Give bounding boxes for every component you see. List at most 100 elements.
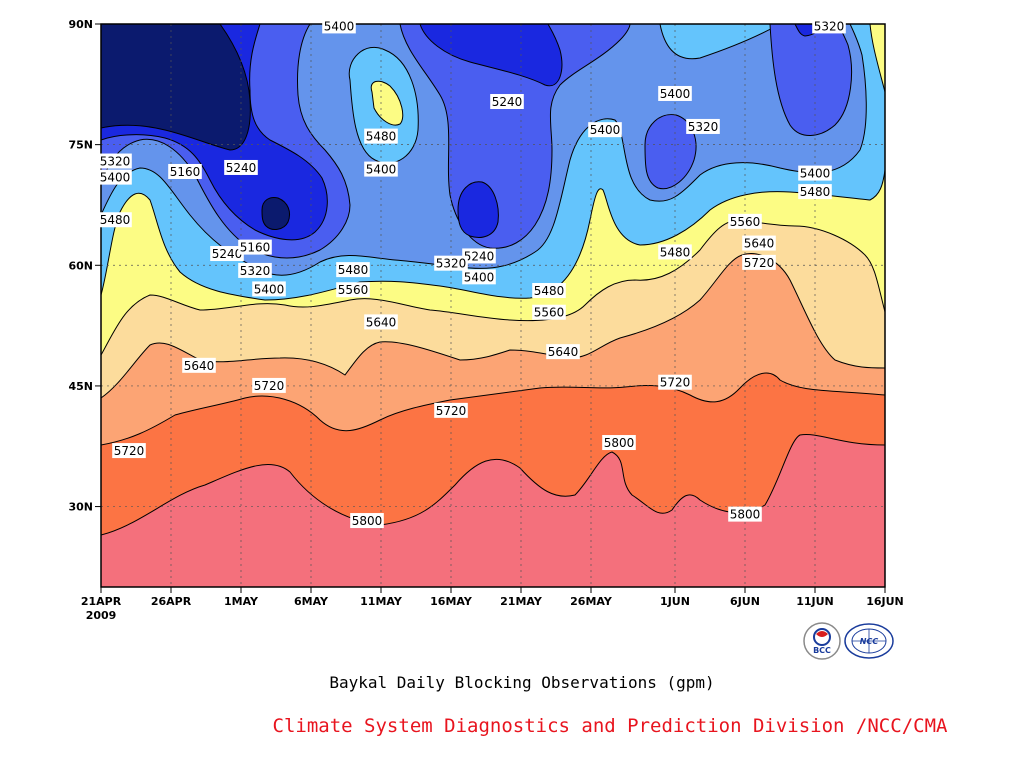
x-tick-label: 21APR	[81, 595, 122, 608]
contour-label-bg	[350, 513, 384, 529]
contour-label-bg	[182, 357, 216, 373]
band-below-5160	[101, 24, 251, 151]
contour-label: 5560	[336, 282, 370, 298]
band-5160-5240-mid	[457, 181, 499, 238]
contour-label-bg	[434, 255, 468, 271]
contour-label: 5400	[252, 281, 286, 297]
contour-label-bg	[210, 246, 244, 262]
contour-label-text: 5720	[114, 444, 145, 458]
contour-label: 5480	[658, 244, 692, 260]
contour-label-text: 5400	[254, 282, 285, 296]
contour-label-text: 5400	[366, 163, 397, 177]
contour-label: 5240	[224, 159, 258, 175]
contour-label-text: 5720	[254, 379, 285, 393]
contour-label-text: 5720	[660, 376, 691, 390]
contour-label-text: 5400	[100, 171, 131, 185]
contour-label-bg	[168, 163, 202, 179]
contour-label: 5720	[658, 374, 692, 390]
contour-label-bg	[112, 443, 146, 459]
contour-label-bg	[686, 118, 720, 134]
contour-label-bg	[336, 262, 370, 278]
contour-label-bg	[364, 314, 398, 330]
contour-label-text: 5320	[688, 120, 719, 134]
y-tick-label: 75N	[68, 139, 93, 152]
contour-label: 5480	[532, 283, 566, 299]
contour-label-text: 5400	[660, 87, 691, 101]
contour-label: 5640	[742, 235, 776, 251]
contour-label-text: 5480	[338, 263, 369, 277]
contour-label-bg	[798, 165, 832, 181]
contour-label: 5560	[728, 213, 762, 229]
contour-label: 5400	[658, 85, 692, 101]
contour-label-bg	[658, 85, 692, 101]
credit-line: Climate System Diagnostics and Predictio…	[273, 715, 948, 737]
contour-label-text: 5480	[660, 245, 691, 259]
contour-label: 5400	[364, 161, 398, 177]
contour-label-text: 5480	[800, 185, 831, 199]
band-5400-5480-north-center	[659, 24, 782, 60]
contour-label-text: 5240	[464, 249, 495, 263]
contour-label-text: 5480	[100, 213, 131, 227]
y-tick-label: 45N	[68, 380, 93, 393]
contour-label-bg	[658, 244, 692, 260]
contour-label: 5720	[742, 254, 776, 270]
chart-caption: Baykal Daily Blocking Observations (gpm)	[329, 673, 714, 692]
contour-label-text: 5640	[744, 237, 775, 251]
x-tick-label: 1MAY	[224, 595, 259, 608]
x-tick-label: 26MAY	[570, 595, 613, 608]
contour-label: 5240	[462, 248, 496, 264]
y-tick-label: 30N	[68, 501, 93, 514]
contour-label-bg	[728, 213, 762, 229]
contour-label-bg	[490, 94, 524, 110]
y-tick-label: 60N	[68, 259, 93, 272]
x-tick-label: 11MAY	[360, 595, 403, 608]
contour-label-text: 5160	[170, 165, 201, 179]
band-5480-5560-island	[370, 80, 404, 126]
contour-label-bg	[798, 184, 832, 200]
contour-label-text: 5400	[590, 123, 621, 137]
x-tick-label: 6JUN	[730, 595, 760, 608]
contour-label-text: 5640	[548, 345, 579, 359]
contour-label-text: 5720	[436, 404, 467, 418]
contour-label-bg	[742, 254, 776, 270]
contour-label-text: 5320	[240, 264, 271, 278]
contour-label: 5400	[322, 18, 356, 34]
band-5240-5320-mid	[644, 114, 697, 190]
contour-label-text: 5400	[800, 167, 831, 181]
contour-label: 5480	[98, 212, 132, 228]
contour-label-text: 5560	[730, 215, 761, 229]
svg-text:NCC: NCC	[860, 637, 879, 646]
contour-label-text: 5480	[366, 130, 397, 144]
contour-label: 5640	[546, 344, 580, 360]
contour-label-bg	[588, 122, 622, 138]
contour-label: 5160	[238, 239, 272, 255]
contour-label-text: 5400	[324, 19, 355, 33]
contour-label: 5800	[602, 435, 636, 451]
y-tick-label: 90N	[68, 18, 93, 31]
contour-label-text: 5320	[814, 19, 845, 33]
contour-label-bg	[238, 262, 272, 278]
y-axis: 30N 45N 60N 75N 90N	[68, 18, 101, 514]
contour-label: 5480	[798, 184, 832, 200]
contour-label-text: 5480	[534, 284, 565, 298]
contour-label: 5400	[798, 165, 832, 181]
ncc-logo: NCC	[844, 623, 894, 659]
contour-label: 5400	[462, 269, 496, 285]
contour-label-text: 5160	[240, 241, 271, 255]
contour-label: 5720	[434, 402, 468, 418]
contour-label-text: 5320	[436, 257, 467, 271]
contour-label: 5640	[182, 357, 216, 373]
contour-label: 5480	[336, 262, 370, 278]
contour-label-text: 5640	[366, 315, 397, 329]
contour-label: 5160	[168, 163, 202, 179]
contour-label-bg	[546, 344, 580, 360]
contour-label-text: 5320	[100, 155, 131, 169]
contour-label-bg	[224, 159, 258, 175]
contour-label-text: 5800	[730, 508, 761, 522]
contour-label: 5720	[252, 377, 286, 393]
bcc-logo: BCC	[803, 622, 841, 660]
plot-frame	[100, 23, 886, 588]
svg-text:BCC: BCC	[813, 646, 831, 655]
